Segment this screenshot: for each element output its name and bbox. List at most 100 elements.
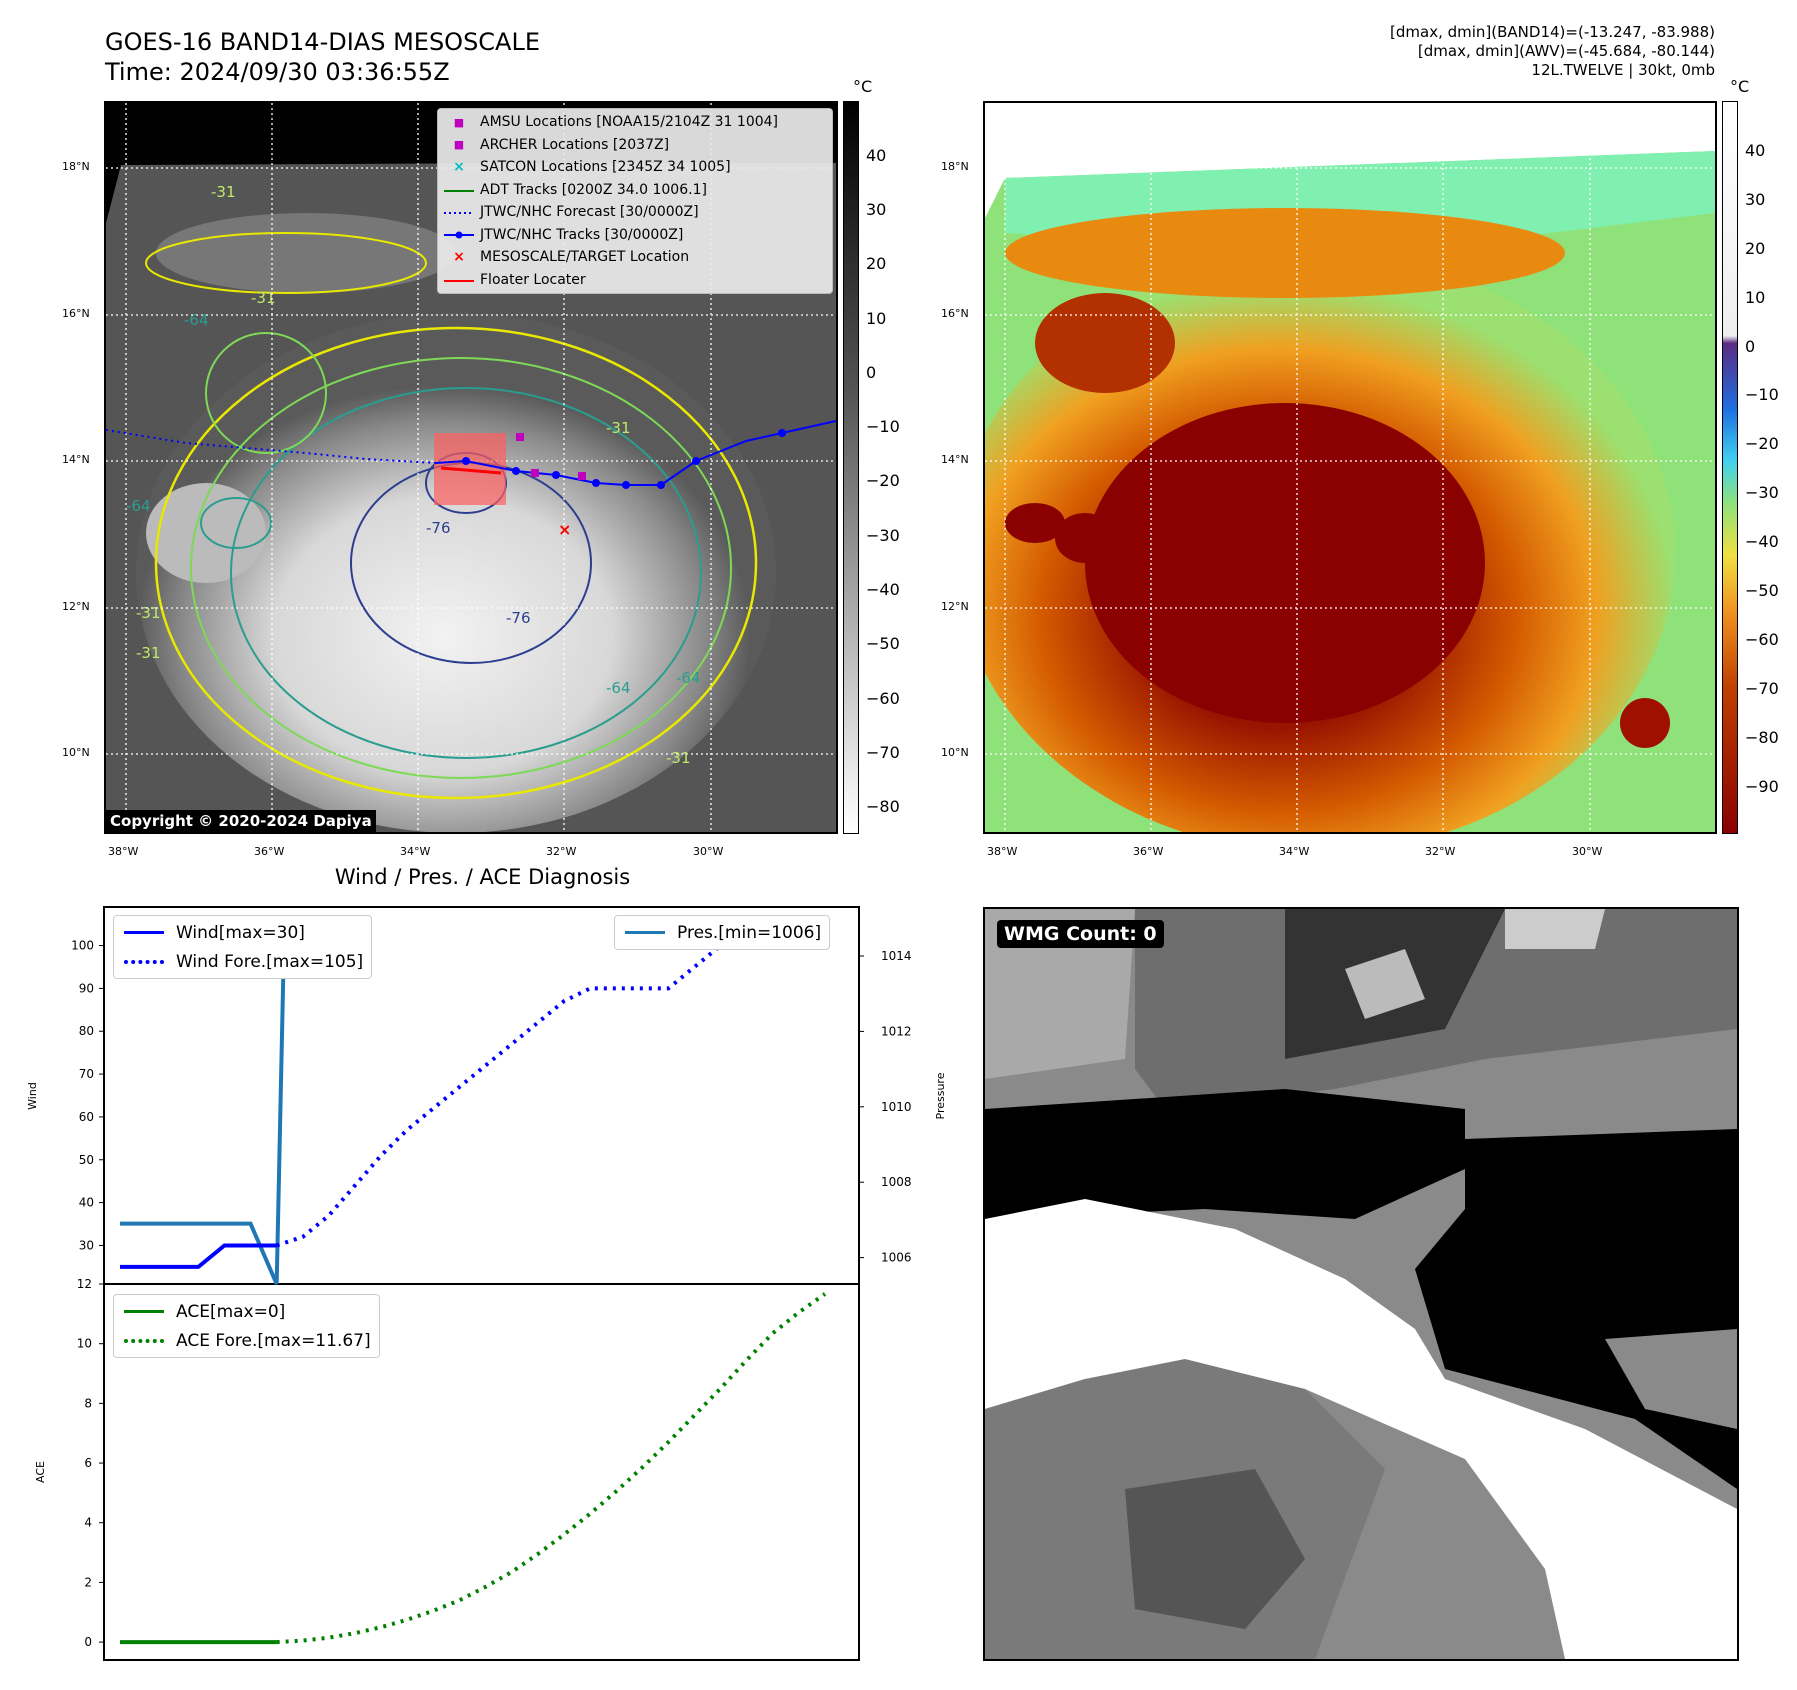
cloud-band-north [156,213,456,293]
contour-50-nw [205,332,327,454]
lon-labels-1: 38°W 36°W 34°W 32°W 30°W [108,845,724,858]
contour-label: -31 [136,644,161,662]
ace-tick-label: 2 [84,1575,92,1589]
wmg-region-h [1605,1329,1737,1429]
legend-ace-forecast: ACE Fore.[max=11.67] [114,1326,379,1355]
contour-label: -31 [606,419,631,437]
copyright-label: Copyright © 2020-2024 Dapiya [106,810,376,832]
wind-tick-label: 100 [71,939,94,953]
ace-tick-label: 12 [77,1277,92,1291]
info-line-1: [dmax, dmin](BAND14)=(-13.247, -83.988) [1390,23,1715,41]
pressure-ylabel: Pressure [934,1072,947,1119]
info-block: [dmax, dmin](BAND14)=(-13.247, -83.988) … [1390,23,1715,80]
dry-patch-w2 [1055,513,1115,563]
pres-tick-label: 1008 [881,1175,912,1189]
contour-label: -64 [676,669,701,687]
wmg-svg [985,909,1737,1659]
legend-item-floater: Floater Locater [438,269,832,292]
contour-label: -31 [136,604,161,622]
legend-item-forecast: JTWC/NHC Forecast [30/0000Z] [438,201,832,224]
info-line-2: [dmax, dmin](AWV)=(-45.684, -80.144) [1417,42,1715,60]
ace-yticks: 12 10 8 6 4 2 0 [77,1277,104,1649]
cross-icon: × [453,159,465,176]
ace-tick-label: 10 [77,1337,92,1351]
series-layer [120,918,827,1645]
contour-label: -31 [251,289,276,307]
awv-map-panel [983,101,1717,834]
dry-center [1085,403,1485,723]
legend-item-archer: ■ ARCHER Locations [2037Z] [438,134,832,157]
wind-yticks: 100 90 80 70 60 50 40 30 [71,939,104,1252]
contour-label: -76 [426,519,451,537]
dotted-line-icon [438,204,480,220]
cloud-cluster-west [146,483,266,583]
ir-map-panel: -31 -31 -31 -64 -64 -64 -64 -76 -76 -31 … [104,101,838,834]
legend-wind: Wind[max=30] [114,918,371,947]
line-icon [438,272,480,288]
contour-64-west [200,497,272,549]
contour-31-north [145,232,427,294]
wind-tick-label: 90 [79,981,94,995]
legend-pres: Pres.[min=1006] [615,918,829,947]
floater-locater-line [440,466,502,475]
colorbar-awv [1722,101,1738,834]
title-line-1: GOES-16 BAND14-DIAS MESOSCALE [105,28,541,56]
wind-tick-label: 80 [79,1024,94,1038]
wmg-region-d [1345,949,1425,1019]
pres-yticks: 1014 1012 1010 1008 1006 [859,949,912,1265]
colorbar-ir-unit: °C [853,77,873,96]
pres-tick-label: 1014 [881,949,912,963]
wmg-dry-band-west [985,1089,1465,1219]
wind-legend: Wind[max=30] Wind Fore.[max=105] [113,915,373,979]
wind-ylabel: Wind [26,1082,39,1110]
chart-title: GOES-16 BAND14-DIAS MESOSCALE Time: 2024… [105,27,540,87]
pres-tick-label: 1010 [881,1100,912,1114]
wmg-region-a [985,909,1135,1079]
ace-ylabel: ACE [34,1461,47,1483]
dry-patch-e [1620,698,1670,748]
line-icon [438,182,480,198]
awv-gridlines [985,103,1715,832]
legend-item-adt: ADT Tracks [0200Z 34.0 1006.1] [438,179,832,202]
wind-tick-label: 40 [79,1196,94,1210]
contour-label: -31 [211,183,236,201]
wmg-panel: WMG Count: 0 [983,907,1739,1661]
wind-tick-label: 60 [79,1110,94,1124]
ace-legend: ACE[max=0] ACE Fore.[max=11.67] [113,1294,380,1358]
wmg-region-g [1125,1469,1305,1629]
contour-label: -64 [184,311,209,329]
wind-forecast-series [276,943,825,1248]
wmg-region-e [1505,909,1605,949]
ace-tick-label: 0 [84,1635,92,1649]
title-line-2: Time: 2024/09/30 03:36:55Z [105,58,450,86]
contour-label: -76 [506,609,531,627]
amsu-points [516,433,586,480]
legend-ace: ACE[max=0] [114,1297,379,1326]
dry-patch-w1 [1005,503,1065,543]
mesoscale-target-marker: × [558,520,571,539]
pres-tick-label: 1012 [881,1024,912,1038]
legend-item-satcon: × SATCON Locations [2345Z 34 1005] [438,156,832,179]
contour-label: -31 [666,749,691,767]
wind-tick-label: 70 [79,1067,94,1081]
colorbar-awv-unit: °C [1730,77,1750,96]
dot-line-icon [438,227,480,243]
track-points [462,429,786,489]
square-icon: ■ [453,115,465,129]
cloud-mass [136,313,776,832]
wind-series [120,1243,277,1269]
lon-labels-2: 38°W 36°W 34°W 32°W 30°W [987,845,1603,858]
ace-tick-label: 6 [84,1456,92,1470]
pres-tick-label: 1006 [881,1251,912,1265]
square-icon: ■ [453,138,465,152]
awv-map-svg [985,103,1715,832]
dry-patch-nw [1035,293,1175,393]
wmg-warm-region [985,1199,1737,1659]
ace-tick-label: 4 [84,1516,92,1530]
wmg-count-label: WMG Count: 0 [997,920,1164,948]
diagnosis-title: Wind / Pres. / ACE Diagnosis [334,865,631,889]
map-legend: ■ AMSU Locations [NOAA15/2104Z 31 1004] ■… [437,108,833,294]
contour-label: -64 [126,497,151,515]
dry-band-north [1005,208,1565,298]
ace-tick-label: 8 [84,1396,92,1410]
